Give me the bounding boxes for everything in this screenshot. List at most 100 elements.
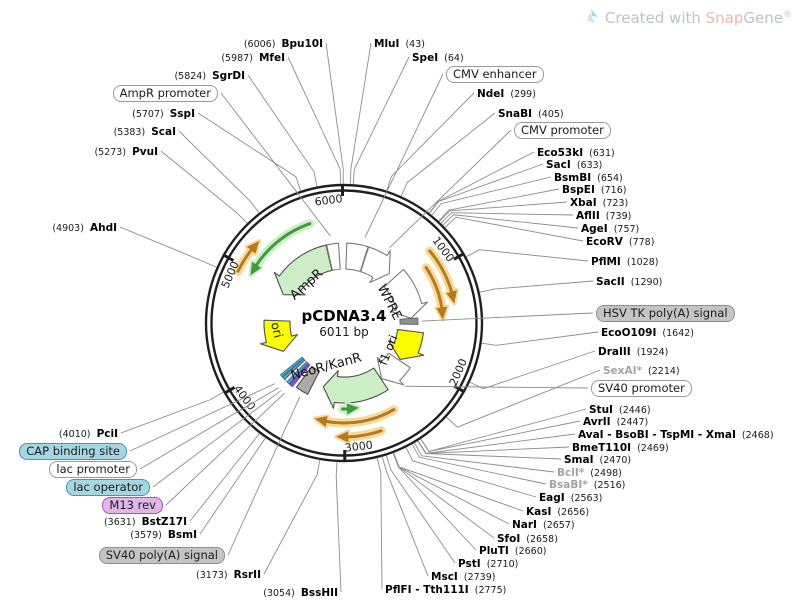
plasmid-size: 6011 bp — [319, 325, 369, 339]
enzyme-site-label[interactable]: BspEI (716) — [562, 182, 626, 197]
cmv-promoter-arrow[interactable] — [360, 246, 391, 284]
primer-arrow-bottom-inner[interactable] — [346, 429, 383, 439]
f1-ori-arrow[interactable] — [387, 329, 425, 361]
enzyme-position: (1028) — [620, 257, 659, 268]
sv40-promoter-arrow[interactable] — [376, 352, 411, 386]
enzyme-name: KasI — [526, 506, 552, 518]
enzyme-site-label[interactable]: (5273) PvuI — [94, 144, 158, 159]
feature-label[interactable]: M13 rev — [102, 497, 163, 514]
callout-line-AflII — [440, 212, 574, 224]
feature-label[interactable]: SV40 promoter — [591, 380, 692, 397]
feature-label[interactable]: SV40 poly(A) signal — [98, 547, 225, 564]
enzyme-position: (2446) — [612, 405, 651, 416]
enzyme-site-label[interactable]: NarI (2657) — [512, 517, 575, 532]
enzyme-name: RsrII — [233, 569, 261, 581]
ampr-arrow[interactable] — [273, 244, 333, 296]
feature-label[interactable]: CMV enhancer — [446, 66, 544, 83]
callout-line-M13-rev — [165, 392, 285, 506]
enzyme-site-label[interactable]: (6006) Bpu10I — [244, 36, 323, 51]
enzyme-site-label[interactable]: MluI (43) — [374, 36, 425, 51]
enzyme-site-label[interactable]: (4010) PciI — [59, 426, 118, 441]
snapgene-logo-icon — [586, 9, 598, 23]
enzyme-site-label[interactable]: PflMI (1028) — [591, 254, 658, 269]
enzyme-site-label[interactable]: BsmBI (654) — [554, 170, 623, 185]
feature-label[interactable]: lac promoter — [49, 461, 137, 478]
feature-label[interactable]: CMV promoter — [514, 122, 611, 139]
enzyme-site-label[interactable]: (3579) BsmI — [130, 527, 197, 542]
enzyme-position: (4903) — [52, 223, 90, 234]
m13-rev-mark[interactable] — [288, 362, 311, 388]
callout-line-SnaBI — [400, 112, 496, 197]
enzyme-site-label[interactable]: (5707) SspI — [132, 106, 195, 121]
enzyme-site-label[interactable]: DraIII (1924) — [598, 344, 668, 359]
enzyme-site-label[interactable]: AvaI - BsoBI - TspMI - XmaI (2468) — [578, 427, 774, 442]
enzyme-name: SexAI* — [603, 365, 642, 377]
enzyme-site-label[interactable]: SacI (633) — [546, 157, 602, 172]
enzyme-name: BsmI — [167, 529, 197, 541]
enzyme-position: (3173) — [196, 570, 234, 581]
feature-label[interactable]: AmpR promoter — [112, 85, 218, 102]
enzyme-name: StuI — [589, 404, 613, 416]
sv40-polya-arc[interactable] — [295, 365, 321, 395]
enzyme-site-label[interactable]: PflFI - Tth111I (2775) — [385, 582, 506, 597]
enzyme-site-label[interactable]: StuI (2446) — [589, 402, 651, 417]
cap-site-mark[interactable] — [279, 356, 304, 378]
primer-arrow-green-small-head[interactable] — [344, 401, 361, 417]
enzyme-site-label[interactable]: NdeI (299) — [477, 86, 536, 101]
primer-arrow-green-rev[interactable] — [255, 222, 312, 267]
enzyme-site-label[interactable]: EagI (2563) — [539, 490, 602, 505]
enzyme-site-label[interactable]: SexAI* (2214) — [603, 363, 680, 378]
enzyme-site-label[interactable]: AgeI (757) — [581, 221, 639, 236]
enzyme-site-label[interactable]: BclI* (2498) — [557, 465, 622, 480]
enzyme-site-label[interactable]: XbaI (723) — [570, 195, 628, 210]
enzyme-site-label[interactable]: AflII (739) — [576, 208, 631, 223]
enzyme-site-label[interactable]: SacII (1290) — [596, 274, 662, 289]
enzyme-site-label[interactable]: PluTI (2660) — [479, 543, 546, 558]
enzyme-site-label[interactable]: EcoRV (778) — [586, 234, 654, 249]
enzyme-site-label[interactable]: (4903) AhdI — [52, 220, 117, 235]
enzyme-site-label[interactable]: SmaI (2470) — [564, 452, 631, 467]
callout-line-SexAI- — [446, 369, 601, 428]
neor-kanr-arrow[interactable] — [322, 367, 389, 409]
signal-peptide-boundary — [326, 244, 333, 271]
enzyme-name: EcoO109I — [601, 327, 657, 339]
callout-line-BstZ17I — [189, 433, 260, 522]
hsv-tk-polya-bar[interactable] — [399, 317, 419, 325]
enzyme-site-label[interactable]: BmeT110I (2469) — [572, 440, 669, 455]
enzyme-site-label[interactable]: (3054) BssHII — [263, 585, 338, 600]
enzyme-name: BsmBI — [554, 172, 592, 184]
ori-arrow-label: ori — [268, 321, 285, 340]
feature-label[interactable]: lac operator — [66, 479, 150, 496]
primer-arrow-right-inner[interactable] — [424, 266, 444, 309]
enzyme-site-label[interactable]: EcoO109I (1642) — [601, 325, 694, 340]
primer-arrow-right-outer[interactable] — [428, 249, 454, 294]
enzyme-site-label[interactable]: (5824) SgrDI — [174, 68, 245, 83]
enzyme-site-label[interactable]: (3631) BstZ17I — [104, 514, 187, 529]
callout-line-SV40-promoter — [405, 385, 589, 389]
primer-arrow-ampr-fwd[interactable] — [236, 248, 253, 273]
enzyme-site-label[interactable]: SpeI (64) — [412, 50, 464, 65]
primer-arrow-bottom-outer[interactable] — [325, 408, 396, 425]
callout-line-SpeI — [352, 56, 410, 185]
enzyme-site-label[interactable]: KasI (2656) — [526, 504, 589, 519]
ori-arrow[interactable] — [260, 319, 298, 352]
callout-line-PflMI — [466, 249, 589, 262]
enzyme-site-label[interactable]: (5987) MfeI — [221, 50, 285, 65]
enzyme-site-label[interactable]: Eco53kI (631) — [537, 145, 615, 160]
enzyme-site-label[interactable]: MscI (2739) — [431, 569, 495, 584]
enzyme-site-label[interactable]: BsaBI* (2516) — [549, 477, 625, 492]
callout-line-NdeI — [386, 92, 475, 191]
enzyme-site-label[interactable]: SnaBI (405) — [498, 106, 564, 121]
ampr-signal-arc[interactable] — [326, 242, 341, 271]
enzyme-site-label[interactable]: (5383) ScaI — [114, 124, 176, 139]
enzyme-site-label[interactable]: (3173) RsrII — [196, 567, 261, 582]
enzyme-site-label[interactable]: SfoI (2658) — [497, 531, 558, 546]
feature-label[interactable]: HSV TK poly(A) signal — [596, 305, 735, 322]
feature-label[interactable]: CAP binding site — [19, 443, 127, 460]
enzyme-site-label[interactable]: AvrII (2447) — [583, 414, 648, 429]
enzyme-position: (654) — [591, 173, 623, 184]
enzyme-name: SmaI — [564, 454, 594, 466]
enzyme-position: (2563) — [564, 493, 603, 504]
enzyme-site-label[interactable]: PstI (2710) — [458, 556, 518, 571]
callout-line-BsmI — [199, 437, 266, 535]
